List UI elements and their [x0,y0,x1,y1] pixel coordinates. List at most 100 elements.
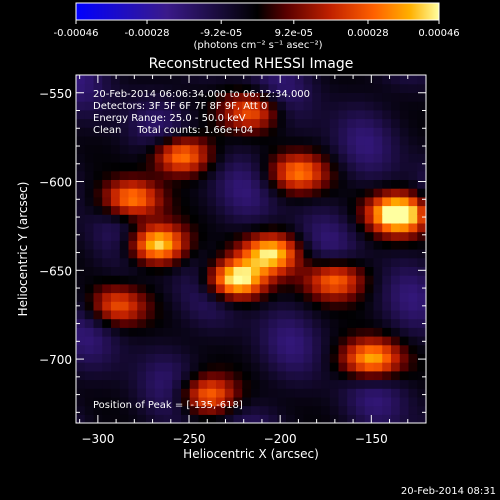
heatmap-cell [286,101,296,111]
heatmap-cell [408,83,418,93]
heatmap-cell [303,344,313,354]
heatmap-cell [347,370,357,381]
heatmap-cell [391,257,401,267]
heatmap-cell [347,249,357,259]
heatmap-cell [216,240,226,250]
heatmap-cell [207,144,217,154]
heatmap-cell [417,266,426,276]
heatmap-cell [312,153,322,163]
heatmap-cell [181,301,191,311]
heatmap-cell [294,179,305,189]
heatmap-cell [251,240,261,250]
heatmap-cell [373,283,383,294]
heatmap-cell [76,362,86,372]
heatmap-cell [382,370,392,381]
heatmap-cell [93,283,103,294]
heatmap-cell [84,353,95,363]
heatmap-cell [347,257,357,267]
heatmap-cell [172,83,182,93]
heatmap-cell [338,83,348,93]
heatmap-cell [329,179,340,189]
heatmap-cell [338,109,348,120]
heatmap-cell [303,266,313,276]
colorbar-tick-label: -0.00046 [54,28,99,39]
heatmap-cell [224,222,235,233]
heatmap-cell [93,214,103,224]
heatmap-cell [233,92,243,102]
heatmap-cell [172,162,182,172]
heatmap-cell [242,109,252,120]
heatmap-cell [417,275,426,285]
heatmap-cell [312,344,322,354]
heatmap-cell [224,101,235,111]
heatmap-cell [233,196,243,207]
heatmap-cell [329,92,340,102]
heatmap-cell [364,283,375,294]
heatmap-cell [286,92,296,102]
heatmap-cell [207,196,217,207]
heatmap-cell [373,275,383,285]
heatmap-cell [181,362,191,372]
heatmap-cell [364,144,375,154]
heatmap-cell [181,414,191,423]
heatmap-cell [268,135,278,146]
heatmap-cell [242,179,252,189]
heatmap-cell [181,127,191,137]
heatmap-cell [242,292,252,302]
heatmap-cell [329,318,340,328]
heatmap-cell [207,301,217,311]
heatmap-cell [251,309,261,320]
heatmap-cell [93,396,103,407]
heatmap-cell [268,205,278,215]
heatmap-cell [259,162,270,172]
heatmap-cell [364,92,375,102]
heatmap-cell [172,170,182,180]
heatmap-cell [146,231,156,241]
heatmap-cell [382,266,392,276]
heatmap-cell [277,336,287,346]
heatmap-cell [268,214,278,224]
heatmap-cell [356,275,366,285]
heatmap-cell [312,222,322,233]
heatmap-cell [251,292,261,302]
heatmap-cell [268,309,278,320]
heatmap-cell [189,127,200,137]
heatmap-cell [198,318,208,328]
heatmap-cell [312,127,322,137]
heatmap-cell [382,327,392,337]
heatmap-cell [137,257,147,267]
heatmap-cell [347,231,357,241]
heatmap-cell [347,188,357,198]
heatmap-cell [128,162,138,172]
heatmap-cell [251,214,261,224]
heatmap-cell [224,327,235,337]
heatmap-cell [321,388,331,398]
heatmap-cell [128,344,138,354]
heatmap-cell [102,240,112,250]
axis-ticks: −300 −250 −200 −150−550−600−650−700 [39,74,427,446]
heatmap-cell [312,162,322,172]
heatmap-cell [154,144,165,154]
heatmap-cell [312,179,322,189]
heatmap-cell [347,309,357,320]
heatmap-cell [207,92,217,102]
heatmap-cell [268,405,278,415]
heatmap-cell [259,101,270,111]
heatmap-cell [329,118,340,128]
heatmap-cell [224,170,235,180]
heatmap-cell [172,266,182,276]
heatmap-cell [128,362,138,372]
heatmap-cell [137,283,147,294]
heatmap-cell [189,318,200,328]
heatmap-cell [373,318,383,328]
heatmap-cell [233,109,243,120]
heatmap-cell [399,170,410,180]
heatmap-cell [268,249,278,259]
heatmap-cell [84,135,95,146]
heatmap-cell [224,92,235,102]
heatmap-cell [259,83,270,93]
heatmap-cell [154,318,165,328]
heatmap-cell [242,75,252,85]
heatmap-cell [391,222,401,233]
heatmap-cell [268,101,278,111]
